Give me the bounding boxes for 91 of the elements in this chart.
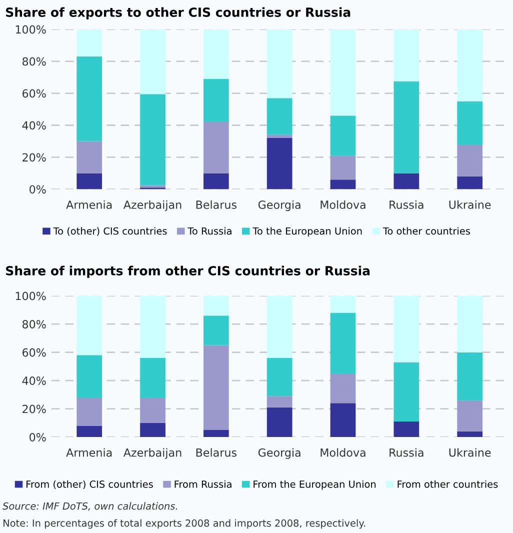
x-tick-label: Armenia — [66, 200, 112, 209]
bar — [394, 422, 420, 438]
chart-title: Share of exports to other CIS countries or Russia — [6, 7, 350, 20]
bar — [203, 296, 229, 316]
text: Note: In percentages of total exports 2008 and imports 2008, respectively. — [4, 519, 366, 529]
bar — [140, 185, 166, 188]
y-tick-label: 100% — [16, 292, 46, 300]
x-tick-label: Armenia — [66, 448, 112, 457]
y-tick-label: 20% — [22, 153, 46, 162]
x-tick-label: Azerbaijan — [123, 200, 182, 212]
x-tick-label: Azerbaijan — [123, 448, 182, 459]
x-tick-label: Belarus — [196, 448, 237, 457]
y-tick-label: 80% — [22, 320, 46, 328]
bar — [330, 374, 356, 404]
y-tick-label: 60% — [22, 89, 46, 98]
bar — [266, 296, 292, 358]
bar — [394, 29, 420, 82]
bar — [330, 156, 356, 180]
bar — [330, 29, 356, 116]
chart-title: Share of imports from other CIS countries or Russia — [6, 266, 370, 278]
x-tick-label: Georgia — [258, 448, 300, 459]
bar — [76, 173, 102, 190]
bar — [203, 29, 229, 79]
legend-label: From other countries — [398, 480, 498, 488]
y-tick-label: 100% — [16, 25, 46, 34]
bar — [203, 78, 229, 122]
y-tick-label: 60% — [22, 348, 46, 357]
bar — [457, 176, 483, 190]
bar — [457, 101, 483, 144]
bar — [330, 180, 356, 190]
legend-label: To (other) CIS countries — [53, 227, 167, 236]
bar — [76, 296, 102, 356]
bar — [203, 430, 229, 438]
bar — [266, 138, 292, 190]
bar — [330, 116, 356, 156]
bar — [203, 345, 229, 430]
bar — [76, 29, 102, 56]
bar — [394, 81, 420, 174]
legend-label: To the European Union — [252, 227, 362, 237]
source-note: Source: IMF DoTS, own calculations. — [2, 502, 178, 511]
y-tick-label: 40% — [22, 376, 46, 385]
bar — [76, 426, 102, 438]
bar — [394, 362, 420, 422]
x-tick-label: Belarus — [196, 200, 237, 209]
x-tick-label: Ukraine — [449, 448, 491, 457]
x-tick-label: Russia — [390, 448, 424, 457]
y-tick-label: 20% — [22, 404, 46, 414]
x-tick-label: Moldova — [320, 200, 366, 209]
bar — [76, 141, 102, 174]
bar — [457, 400, 483, 432]
bar — [76, 56, 102, 142]
x-tick-label: Russia — [390, 200, 424, 209]
bar — [266, 134, 292, 138]
y-tick-label: 0% — [30, 185, 46, 194]
bar — [140, 398, 166, 423]
bar — [330, 403, 356, 438]
bar — [266, 29, 292, 98]
y-tick-label: 80% — [22, 57, 46, 66]
bar — [203, 173, 229, 190]
bar — [140, 422, 166, 438]
y-tick-label: 0% — [30, 433, 46, 442]
bar — [457, 144, 483, 176]
x-tick-label: Georgia — [258, 200, 300, 212]
legend-label: From Russia — [174, 480, 232, 488]
legend-label: To other countries — [382, 227, 470, 235]
bar — [394, 296, 420, 362]
bar — [140, 29, 166, 94]
bar — [266, 358, 292, 396]
bar — [266, 98, 292, 135]
x-tick-label: Moldova — [320, 448, 366, 457]
bar — [330, 296, 356, 313]
bar — [457, 296, 483, 352]
bar — [457, 431, 483, 438]
bar — [203, 316, 229, 346]
bar — [266, 396, 292, 408]
bar — [203, 122, 229, 174]
legend-label: From (other) CIS countries — [26, 480, 153, 489]
bar — [266, 407, 292, 438]
bar — [140, 296, 166, 358]
legend-label: To Russia — [188, 227, 232, 235]
bar — [76, 398, 102, 426]
bar — [76, 355, 102, 398]
bar — [394, 173, 420, 190]
bar — [140, 358, 166, 398]
bar — [457, 352, 483, 400]
bar — [140, 94, 166, 186]
bar — [457, 29, 483, 102]
y-tick-label: 40% — [22, 121, 46, 130]
x-tick-label: Ukraine — [449, 200, 491, 209]
legend-label: From the European Union — [254, 480, 376, 490]
bar — [330, 312, 356, 374]
